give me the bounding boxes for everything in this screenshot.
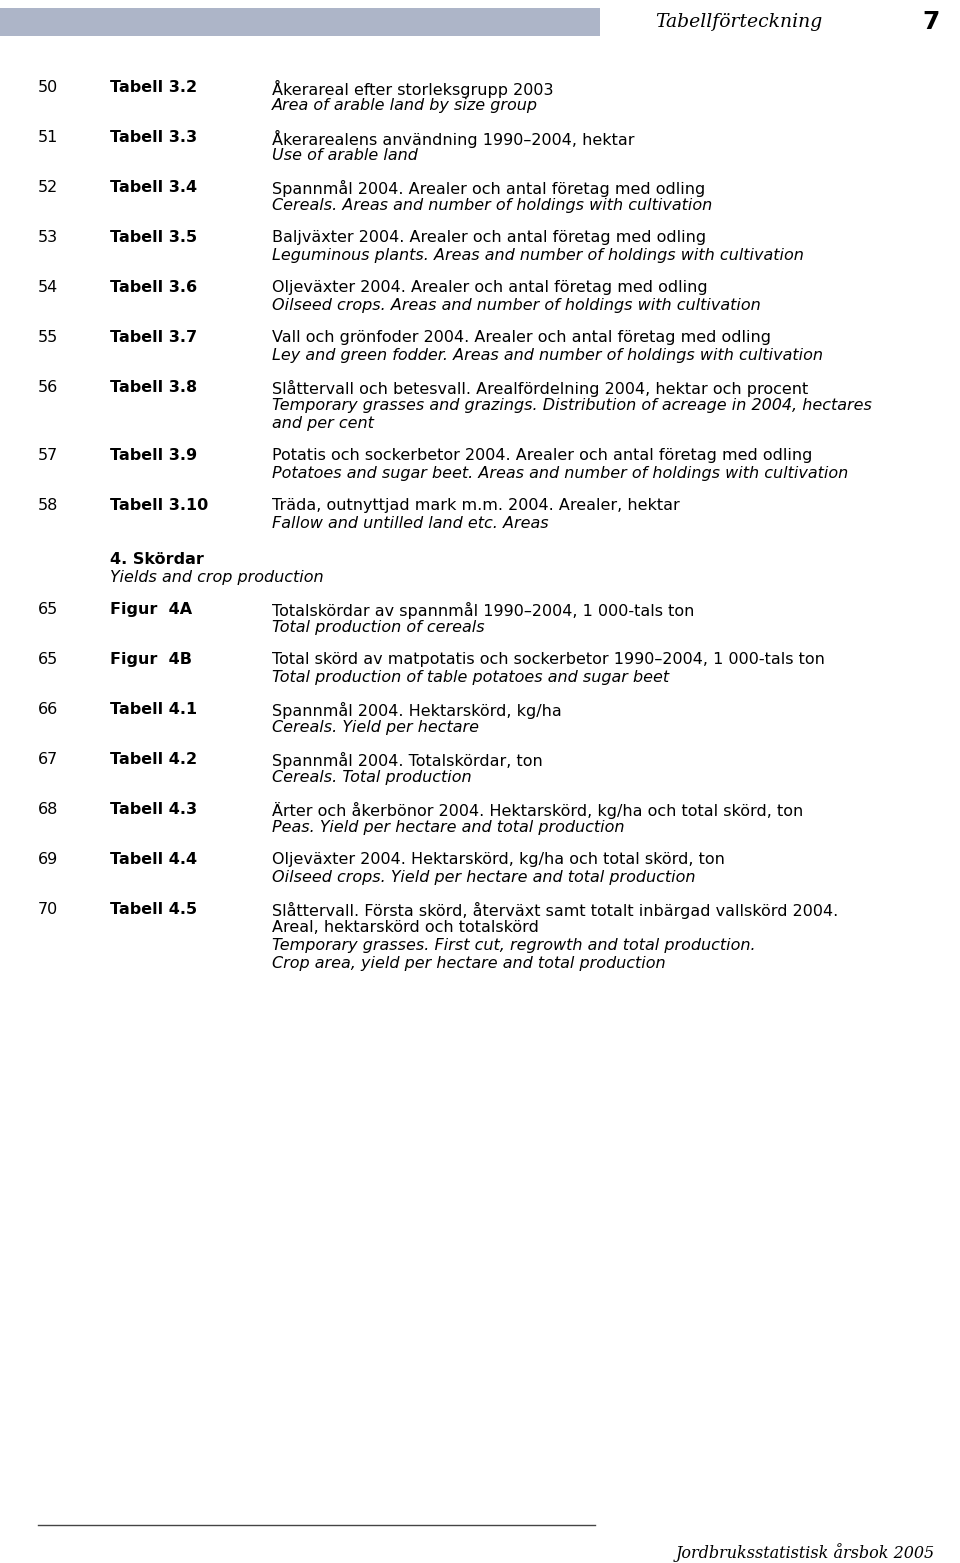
Text: Yields and crop production: Yields and crop production [110, 570, 324, 585]
Text: Tabell 3.7: Tabell 3.7 [110, 330, 197, 345]
Text: 51: 51 [38, 130, 59, 145]
Text: Tabell 3.6: Tabell 3.6 [110, 280, 197, 295]
Text: Crop area, yield per hectare and total production: Crop area, yield per hectare and total p… [272, 957, 665, 971]
Text: Figur  4A: Figur 4A [110, 602, 192, 617]
Text: Totalskördar av spannmål 1990–2004, 1 000-tals ton: Totalskördar av spannmål 1990–2004, 1 00… [272, 602, 694, 619]
Text: 54: 54 [38, 280, 59, 295]
Text: Oljeväxter 2004. Arealer och antal företag med odling: Oljeväxter 2004. Arealer och antal föret… [272, 280, 708, 295]
Text: Areal, hektarskörd och totalskörd: Areal, hektarskörd och totalskörd [272, 921, 539, 935]
Text: Fallow and untilled land etc. Areas: Fallow and untilled land etc. Areas [272, 516, 548, 531]
Text: 69: 69 [38, 852, 59, 867]
Text: Tabell 3.10: Tabell 3.10 [110, 499, 208, 513]
Text: Cereals. Total production: Cereals. Total production [272, 771, 471, 785]
Text: Oilseed crops. Yield per hectare and total production: Oilseed crops. Yield per hectare and tot… [272, 871, 695, 885]
Text: Oljeväxter 2004. Hektarskörd, kg/ha och total skörd, ton: Oljeväxter 2004. Hektarskörd, kg/ha och … [272, 852, 725, 867]
Text: Potatis och sockerbetor 2004. Arealer och antal företag med odling: Potatis och sockerbetor 2004. Arealer oc… [272, 449, 812, 463]
Text: Cereals. Areas and number of holdings with cultivation: Cereals. Areas and number of holdings wi… [272, 199, 712, 213]
Text: Slåttervall. Första skörd, återväxt samt totalt inbärgad vallskörd 2004.: Slåttervall. Första skörd, återväxt samt… [272, 902, 838, 919]
Text: Tabell 4.5: Tabell 4.5 [110, 902, 197, 917]
Text: Total production of cereals: Total production of cereals [272, 621, 485, 635]
Text: 57: 57 [38, 449, 59, 463]
Text: Spannmål 2004. Hektarskörd, kg/ha: Spannmål 2004. Hektarskörd, kg/ha [272, 702, 562, 719]
Text: 50: 50 [38, 80, 59, 95]
Text: Cereals. Yield per hectare: Cereals. Yield per hectare [272, 721, 479, 735]
Text: Tabell 4.2: Tabell 4.2 [110, 752, 197, 767]
Text: 53: 53 [38, 230, 59, 245]
Text: Tabell 3.5: Tabell 3.5 [110, 230, 197, 245]
Text: Jordbruksstatistisk årsbok 2005: Jordbruksstatistisk årsbok 2005 [676, 1543, 935, 1561]
Text: Temporary grasses. First cut, regrowth and total production.: Temporary grasses. First cut, regrowth a… [272, 938, 756, 953]
Text: 65: 65 [38, 652, 59, 667]
Text: 52: 52 [38, 180, 59, 195]
Text: Total production of table potatoes and sugar beet: Total production of table potatoes and s… [272, 671, 669, 685]
Text: 67: 67 [38, 752, 59, 767]
Text: Leguminous plants. Areas and number of holdings with cultivation: Leguminous plants. Areas and number of h… [272, 249, 804, 263]
Text: 70: 70 [38, 902, 59, 917]
Text: 56: 56 [38, 380, 59, 395]
Text: and per cent: and per cent [272, 416, 373, 431]
Text: 65: 65 [38, 602, 59, 617]
Text: Tabell 4.4: Tabell 4.4 [110, 852, 197, 867]
Text: Total skörd av matpotatis och sockerbetor 1990–2004, 1 000-tals ton: Total skörd av matpotatis och sockerbeto… [272, 652, 825, 667]
Text: Use of arable land: Use of arable land [272, 148, 418, 163]
Text: Potatoes and sugar beet. Areas and number of holdings with cultivation: Potatoes and sugar beet. Areas and numbe… [272, 466, 849, 481]
Text: Oilseed crops. Areas and number of holdings with cultivation: Oilseed crops. Areas and number of holdi… [272, 299, 760, 313]
Text: Tabell 3.8: Tabell 3.8 [110, 380, 197, 395]
Text: Tabell 4.3: Tabell 4.3 [110, 802, 197, 817]
Text: Tabell 4.1: Tabell 4.1 [110, 702, 197, 717]
Text: Slåttervall och betesvall. Arealfördelning 2004, hektar och procent: Slåttervall och betesvall. Arealfördelni… [272, 380, 808, 397]
Text: Tabell 3.3: Tabell 3.3 [110, 130, 197, 145]
Text: Åkerareal efter storleksgrupp 2003: Åkerareal efter storleksgrupp 2003 [272, 80, 554, 98]
Text: Peas. Yield per hectare and total production: Peas. Yield per hectare and total produc… [272, 821, 625, 835]
Text: Tabellförteckning: Tabellförteckning [655, 13, 823, 31]
Text: Tabell 3.2: Tabell 3.2 [110, 80, 197, 95]
Text: 58: 58 [38, 499, 59, 513]
Text: 55: 55 [38, 330, 59, 345]
Text: Tabell 3.9: Tabell 3.9 [110, 449, 197, 463]
Text: 68: 68 [38, 802, 59, 817]
Text: Baljväxter 2004. Arealer och antal företag med odling: Baljväxter 2004. Arealer och antal föret… [272, 230, 707, 245]
Text: Åkerarealens användning 1990–2004, hektar: Åkerarealens användning 1990–2004, hekta… [272, 130, 635, 148]
Text: Spannmål 2004. Totalskördar, ton: Spannmål 2004. Totalskördar, ton [272, 752, 542, 769]
Text: Figur  4B: Figur 4B [110, 652, 192, 667]
Text: 66: 66 [38, 702, 59, 717]
Text: Träda, outnyttjad mark m.m. 2004. Arealer, hektar: Träda, outnyttjad mark m.m. 2004. Areale… [272, 499, 680, 513]
Text: Temporary grasses and grazings. Distribution of acreage in 2004, hectares: Temporary grasses and grazings. Distribu… [272, 399, 872, 413]
Text: 4. Skördar: 4. Skördar [110, 552, 204, 567]
Text: Ley and green fodder. Areas and number of holdings with cultivation: Ley and green fodder. Areas and number o… [272, 349, 823, 363]
Text: Vall och grönfoder 2004. Arealer och antal företag med odling: Vall och grönfoder 2004. Arealer och ant… [272, 330, 771, 345]
Text: 7: 7 [923, 9, 940, 34]
Text: Tabell 3.4: Tabell 3.4 [110, 180, 197, 195]
Bar [0, 8, 600, 36]
Text: Spannmål 2004. Arealer och antal företag med odling: Spannmål 2004. Arealer och antal företag… [272, 180, 706, 197]
Text: Area of arable land by size group: Area of arable land by size group [272, 98, 538, 113]
Text: Ärter och åkerbönor 2004. Hektarskörd, kg/ha och total skörd, ton: Ärter och åkerbönor 2004. Hektarskörd, k… [272, 802, 804, 819]
